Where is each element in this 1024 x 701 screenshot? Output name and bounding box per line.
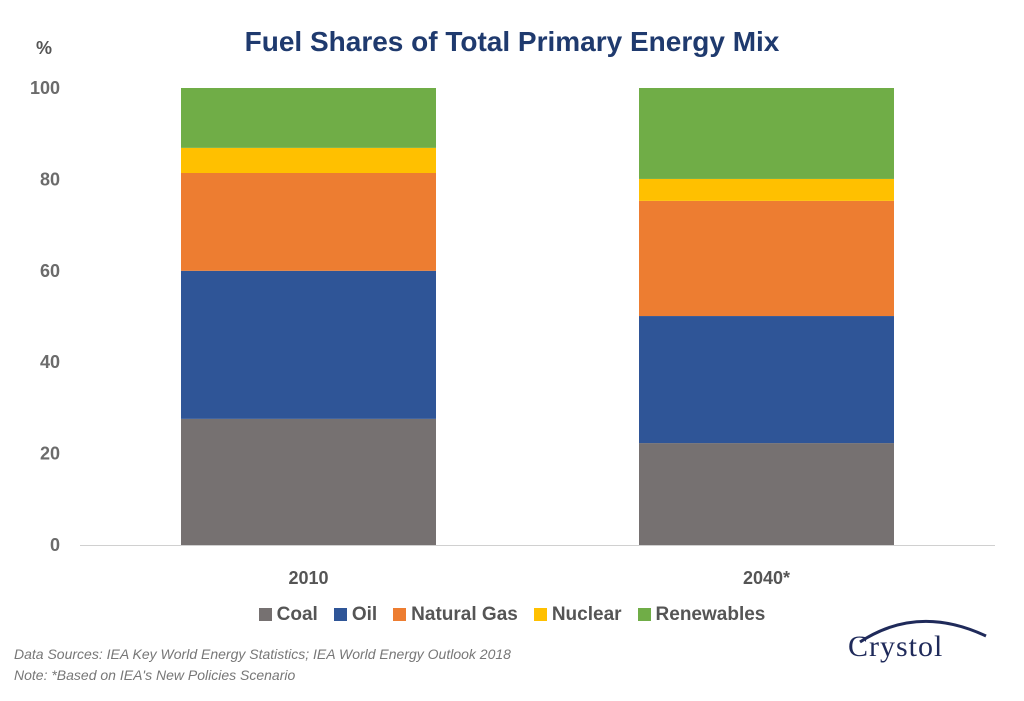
y-tick-label: 20 [40, 444, 60, 464]
y-tick-label: 0 [50, 535, 60, 555]
logo-text: Crystol [848, 630, 944, 663]
legend-swatch [637, 608, 651, 621]
legend-item: Renewables [637, 604, 766, 626]
legend-item: Nuclear [533, 604, 622, 626]
bar-segment-natural-gas [639, 200, 894, 317]
legend: Coal Oil Natural Gas Nuclear Renewables [0, 604, 1024, 626]
bar-segment-oil [639, 316, 894, 444]
bar-segment-coal [181, 418, 436, 545]
legend-item: Oil [333, 604, 378, 626]
legend-swatch [393, 608, 407, 621]
bar-segment-coal [639, 443, 894, 545]
bar-segment-renewables [639, 88, 894, 179]
chart-title: Fuel Shares of Total Primary Energy Mix [244, 26, 780, 57]
x-category-label: 2040* [743, 568, 790, 588]
bar-segment-oil [181, 270, 436, 419]
bar-segment-nuclear [639, 178, 894, 201]
legend-item: Coal [258, 604, 318, 626]
crystol-logo: Crystol [848, 612, 993, 663]
logo-arc-icon [859, 619, 987, 644]
legend-label: Nuclear [551, 604, 622, 625]
legend-label: Oil [351, 604, 378, 625]
bar-segment-renewables [181, 88, 436, 148]
bar-segment-nuclear [181, 147, 436, 174]
legend-label: Coal [276, 604, 318, 625]
bar-segment-natural-gas [181, 173, 436, 271]
y-tick-label: 100 [30, 78, 60, 98]
legend-swatch [258, 608, 272, 621]
chart-plot: 0 20 40 60 80 100 2010 2040* [30, 78, 995, 588]
scenario-note: Note: *Based on IEA's New Policies Scena… [14, 667, 296, 683]
legend-label: Renewables [655, 604, 766, 625]
y-tick-label: 60 [40, 261, 60, 281]
legend-item: Natural Gas [393, 604, 518, 626]
legend-swatch [533, 608, 547, 621]
y-axis-unit: % [36, 38, 53, 58]
y-tick-label: 40 [40, 352, 60, 372]
legend-swatch [333, 608, 347, 621]
y-tick-label: 80 [40, 169, 60, 189]
x-category-label: 2010 [288, 568, 328, 588]
data-sources-note: Data Sources: IEA Key World Energy Stati… [14, 646, 511, 662]
legend-label: Natural Gas [411, 604, 518, 625]
